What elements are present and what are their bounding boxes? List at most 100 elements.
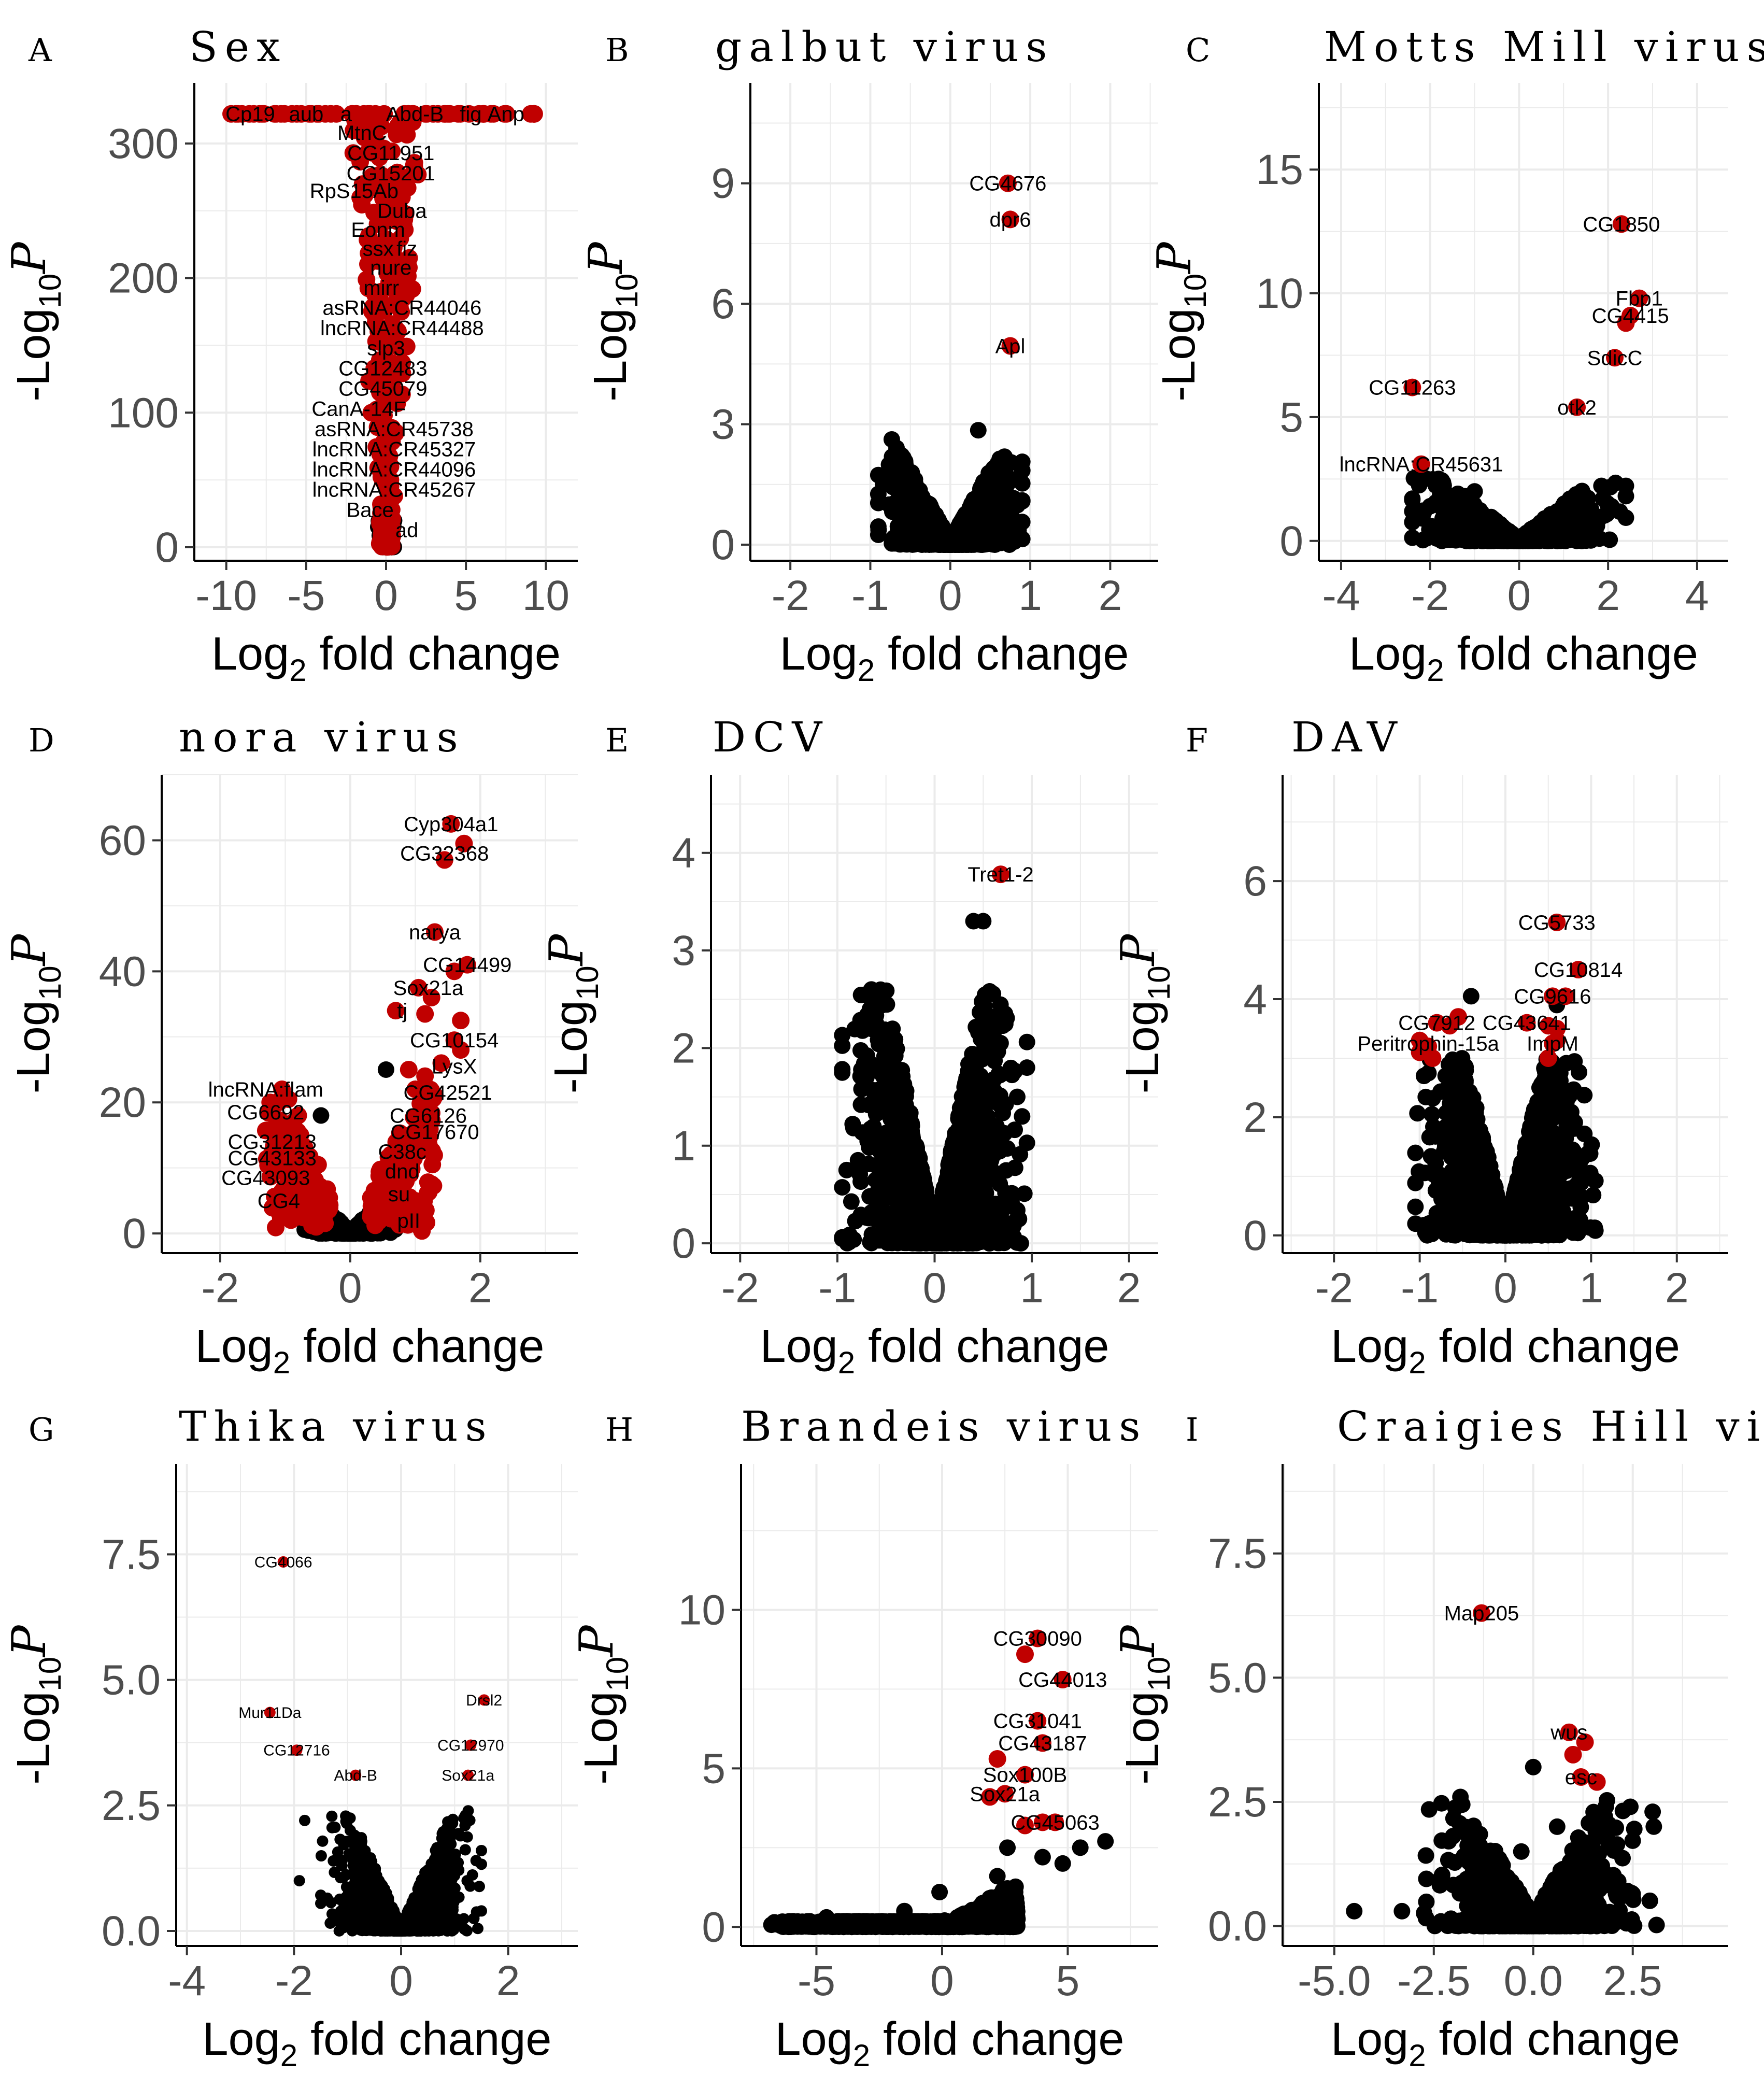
point-nonsignificant: [896, 477, 913, 494]
point-nonsignificant: [889, 518, 906, 535]
y-tick-label: 100: [108, 389, 179, 436]
gene-label: CG42521: [403, 1082, 492, 1104]
gene-label: Bace: [347, 499, 394, 521]
point-significant: [389, 263, 407, 281]
point-significant: [416, 1005, 434, 1023]
y-tick-label: 9: [711, 160, 735, 207]
panel-letter: E: [605, 721, 629, 759]
point-significant: [383, 142, 401, 160]
point-nonsignificant: [1529, 529, 1546, 546]
point-significant: [386, 360, 404, 378]
point-nonsignificant: [886, 456, 903, 473]
point-significant: [400, 1060, 418, 1078]
gene-label: Cyp304a1: [404, 813, 498, 836]
point-nonsignificant: [1466, 483, 1483, 500]
point-significant: [375, 202, 393, 220]
x-axis-title: Log2 fold change: [211, 628, 561, 688]
x-tick-label: 2: [468, 1264, 492, 1312]
point-significant: [371, 333, 389, 351]
gene-label: CG14499: [423, 954, 511, 977]
y-tick-label: 10: [1256, 270, 1303, 317]
gene-label: Cp19: [225, 103, 275, 126]
gene-labels: Cp19 aub a Abd-B fig AnpMtnCCG11951CG15201RpS…: [225, 103, 524, 542]
point-nonsignificant: [1569, 487, 1586, 504]
point-nonsignificant: [1014, 492, 1031, 509]
gene-label: CG1850: [1583, 213, 1660, 236]
y-tick-label: 300: [108, 120, 179, 167]
point-significant: [397, 286, 416, 304]
point-nonsignificant: [1404, 490, 1421, 507]
x-tick-label: 0: [938, 572, 962, 619]
gene-label: MtnC: [337, 122, 387, 145]
gene-label: mirr: [363, 277, 399, 300]
y-tick-label: 60: [99, 817, 146, 864]
point-nonsignificant: [920, 511, 937, 528]
y-tick-label: 20: [99, 1079, 146, 1126]
x-tick-label: -4: [1322, 572, 1360, 619]
gene-label: Sox21a: [393, 977, 464, 1000]
gene-label: Abd-B: [386, 103, 444, 126]
y-tick-label: 0: [711, 521, 735, 569]
point-significant: [382, 382, 401, 400]
x-tick-label: 1: [1018, 572, 1042, 619]
gene-label: LysX: [432, 1056, 477, 1078]
point-nonsignificant: [1513, 532, 1530, 549]
gene-label: dnd: [385, 1160, 420, 1183]
point-nonsignificant: [934, 529, 951, 546]
panel-title: Motts Mill virus: [1324, 23, 1764, 71]
point-nonsignificant: [1421, 498, 1439, 515]
x-tick-label: 0: [338, 1264, 362, 1312]
gene-label: pII: [397, 1210, 420, 1232]
gene-label: fig: [460, 103, 481, 126]
gene-label: ad: [395, 519, 419, 542]
gene-label: CG12483: [338, 358, 427, 380]
gene-labels: CG1850Fbp1CG4415SdicCCG11263otk2lncRNA:C…: [1340, 213, 1669, 476]
point-significant: [266, 1218, 284, 1237]
x-tick-label: -5: [287, 572, 325, 619]
gene-label: CG4: [258, 1190, 300, 1213]
gene-label: asRNA:CR44046: [322, 297, 481, 320]
y-tick-label: 40: [99, 948, 146, 995]
point-nonsignificant: [1590, 510, 1607, 527]
point-significant: [361, 105, 379, 123]
x-tick-label: 0: [1507, 572, 1531, 619]
point-nonsignificant: [346, 1225, 363, 1242]
point-nonsignificant: [312, 1107, 330, 1124]
point-nonsignificant: [990, 509, 1007, 527]
panel-title: nora virus: [179, 713, 465, 761]
panel-letter: A: [28, 31, 52, 69]
gene-label: lncRNA:CR45327: [312, 438, 476, 461]
gene-label: CG43093: [221, 1167, 310, 1190]
x-tick-label: 5: [454, 572, 478, 619]
point-significant: [525, 105, 543, 123]
x-tick-label: -2: [1411, 572, 1449, 619]
x-tick-label: -1: [851, 572, 889, 619]
point-nonsignificant: [1543, 528, 1560, 545]
gene-label: asRNA:CR45738: [315, 418, 474, 440]
point-nonsignificant: [961, 513, 978, 530]
x-tick-label: 2: [1099, 572, 1122, 619]
x-tick-label: 2: [1596, 572, 1620, 619]
point-nonsignificant: [1404, 529, 1421, 546]
gene-label: su: [388, 1183, 410, 1206]
point-significant: [358, 271, 376, 289]
y-axis-title: -Log10P: [1147, 241, 1213, 402]
gene-label: lncRNA:CR45631: [1340, 453, 1503, 476]
point-nonsignificant: [870, 521, 887, 538]
gene-label: Anp: [488, 103, 524, 126]
point-nonsignificant: [1493, 528, 1511, 545]
points: [222, 105, 543, 556]
gene-label: CG4676: [969, 173, 1046, 195]
point-significant: [373, 408, 391, 426]
gene-label: lncRNA:CR45267: [312, 478, 476, 501]
point-significant: [392, 303, 410, 321]
point-nonsignificant: [1435, 486, 1452, 503]
point-nonsignificant: [996, 448, 1013, 465]
y-tick-label: 5: [1279, 394, 1303, 441]
point-nonsignificant: [997, 464, 1014, 481]
point-significant: [360, 118, 378, 136]
point-nonsignificant: [911, 532, 928, 549]
point-significant: [377, 230, 395, 248]
